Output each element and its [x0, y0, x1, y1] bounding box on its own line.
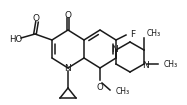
Text: N: N: [65, 64, 71, 72]
Text: F: F: [130, 30, 135, 39]
Text: N: N: [112, 45, 118, 54]
Text: HO: HO: [9, 35, 23, 43]
Text: CH₃: CH₃: [164, 60, 178, 68]
Text: CH₃: CH₃: [147, 28, 161, 37]
Text: CH₃: CH₃: [116, 87, 130, 96]
Text: O: O: [33, 14, 39, 22]
Text: O: O: [65, 10, 71, 20]
Text: N: N: [143, 60, 149, 70]
Text: O: O: [97, 83, 103, 91]
